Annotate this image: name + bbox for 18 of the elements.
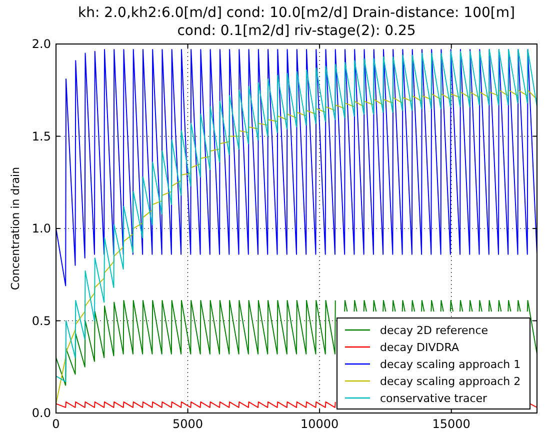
x-tick-label: 0 <box>52 417 60 431</box>
x-tick-label: 10000 <box>300 417 339 431</box>
legend-label: decay scaling approach 1 <box>380 358 521 371</box>
legend-label: conservative tracer <box>380 392 488 405</box>
line-series <box>56 90 537 404</box>
line-series <box>56 49 537 286</box>
legend-label: decay 2D reference <box>380 324 488 337</box>
y-tick-label: 0.5 <box>32 314 51 328</box>
y-axis-title: Concentration in drain <box>9 166 22 290</box>
y-tick-label: 2.0 <box>32 37 51 51</box>
y-tick-label: 1.5 <box>32 129 51 144</box>
x-tick-label: 15000 <box>432 417 470 431</box>
y-tick-label: 1.0 <box>32 222 51 236</box>
x-tick-label: 5000 <box>172 417 204 431</box>
chart-title: kh: 2.0,kh2:6.0[m/d] cond: 10.0[m2/d] Drain-distance: 100[m] cond: 0.1[m2/d] riv-stage(2): 0.25 <box>78 5 515 39</box>
legend-label: decay scaling approach 2 <box>380 375 521 388</box>
legend-label: decay DIVDRA <box>380 341 460 354</box>
y-tick-label: 0.0 <box>32 406 51 420</box>
